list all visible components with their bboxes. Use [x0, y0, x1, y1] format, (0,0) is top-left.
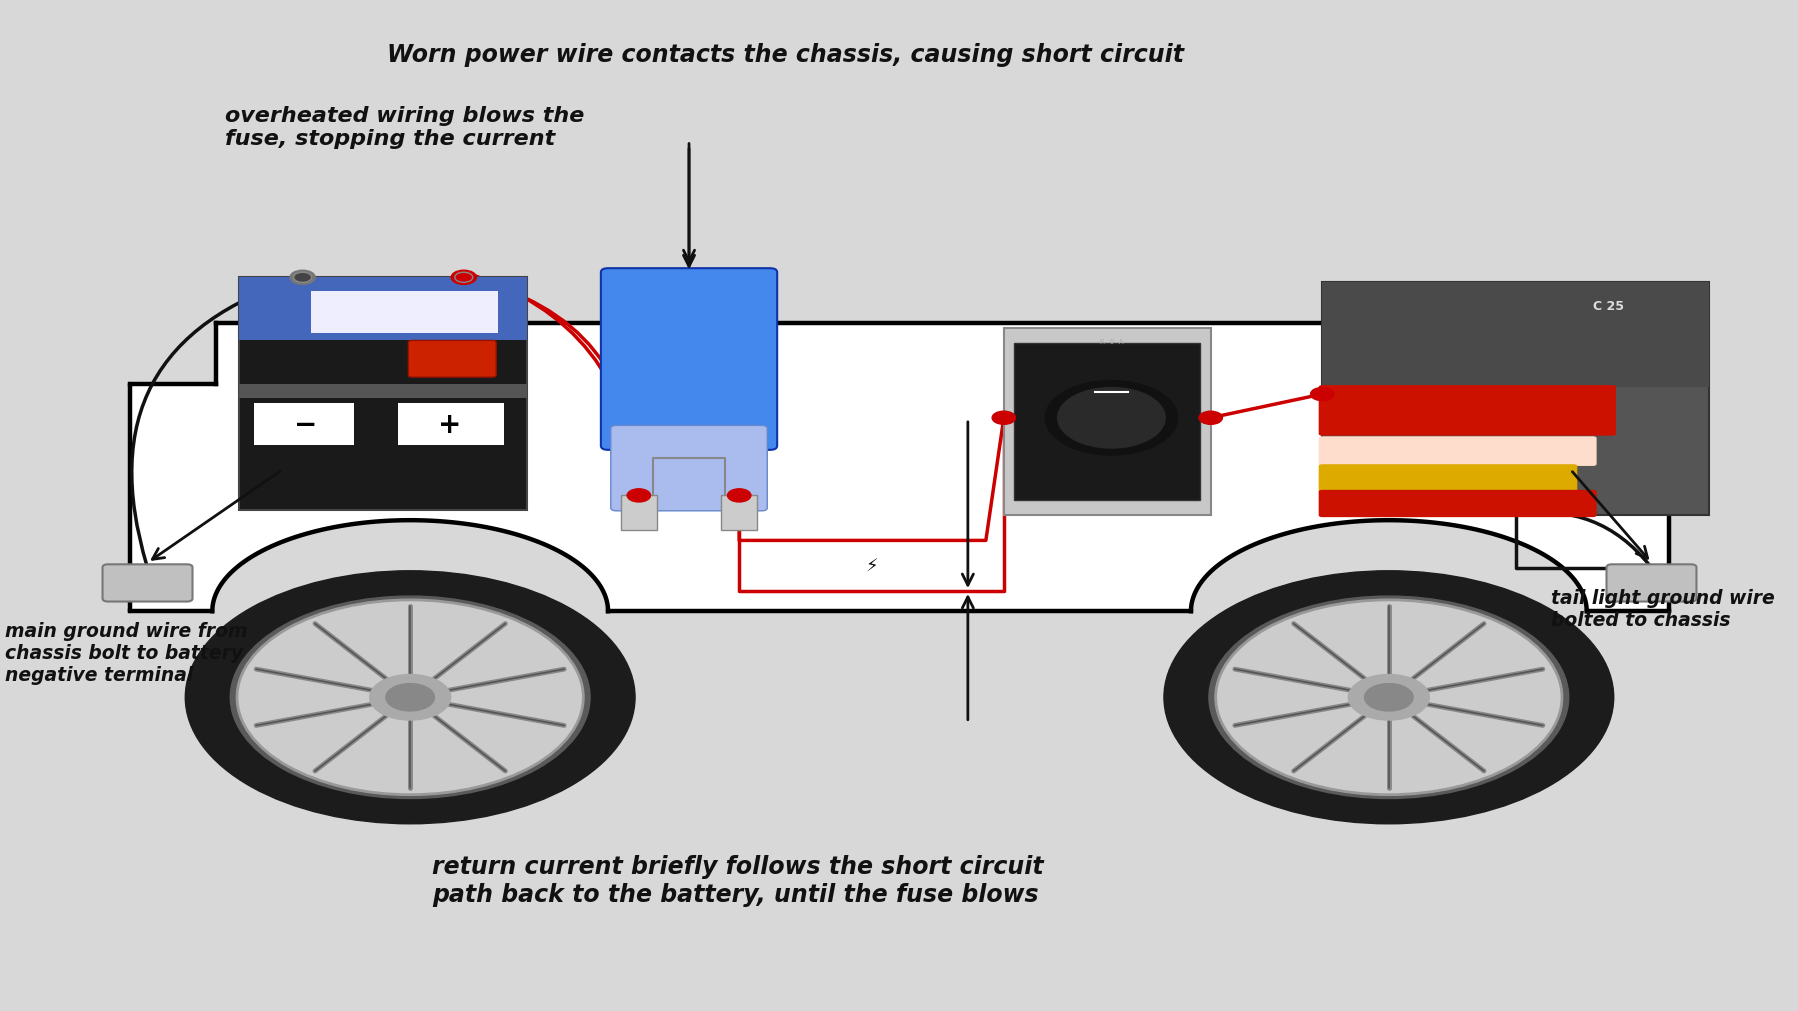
FancyBboxPatch shape [721, 496, 757, 531]
Circle shape [370, 675, 451, 720]
Circle shape [1215, 601, 1561, 795]
Circle shape [1348, 675, 1428, 720]
Text: tail light ground wire
bolted to chassis: tail light ground wire bolted to chassis [1550, 588, 1773, 630]
Text: return current briefly follows the short circuit
path back to the battery, until: return current briefly follows the short… [432, 854, 1043, 906]
Polygon shape [129, 324, 1669, 612]
Circle shape [992, 411, 1016, 425]
FancyBboxPatch shape [1606, 565, 1696, 602]
FancyBboxPatch shape [254, 403, 354, 446]
Circle shape [726, 489, 750, 502]
Text: ⚡: ⚡ [865, 557, 877, 575]
FancyBboxPatch shape [239, 385, 527, 399]
Circle shape [237, 601, 583, 795]
FancyBboxPatch shape [311, 292, 498, 334]
Text: C 25: C 25 [1593, 300, 1624, 312]
Polygon shape [1190, 521, 1586, 662]
FancyBboxPatch shape [1322, 283, 1708, 387]
Circle shape [1365, 683, 1413, 712]
FancyBboxPatch shape [1318, 437, 1597, 466]
FancyBboxPatch shape [620, 496, 656, 531]
Circle shape [1309, 388, 1334, 401]
Circle shape [455, 273, 473, 283]
FancyBboxPatch shape [102, 565, 192, 602]
Circle shape [387, 683, 435, 712]
FancyBboxPatch shape [1322, 283, 1708, 516]
Circle shape [1208, 596, 1568, 799]
FancyBboxPatch shape [1003, 329, 1210, 516]
Circle shape [628, 489, 651, 502]
Text: Worn power wire contacts the chassis, causing short circuit: Worn power wire contacts the chassis, ca… [387, 42, 1183, 67]
FancyBboxPatch shape [239, 278, 527, 511]
FancyBboxPatch shape [1318, 385, 1615, 437]
Text: main ground wire from
chassis bolt to battery
negative terminal: main ground wire from chassis bolt to ba… [5, 622, 248, 684]
Circle shape [230, 596, 590, 799]
Circle shape [293, 273, 311, 283]
FancyBboxPatch shape [611, 426, 768, 512]
Text: −: − [293, 410, 316, 439]
FancyBboxPatch shape [1318, 465, 1577, 494]
Text: P.  0  A: P. 0 A [1099, 339, 1122, 345]
Circle shape [1163, 571, 1613, 824]
FancyBboxPatch shape [601, 269, 777, 451]
Text: overheated wiring blows the
fuse, stopping the current: overheated wiring blows the fuse, stoppi… [225, 106, 584, 150]
FancyBboxPatch shape [1014, 344, 1199, 500]
FancyBboxPatch shape [239, 278, 527, 341]
Circle shape [1057, 388, 1165, 449]
Text: +: + [437, 410, 460, 439]
Circle shape [451, 271, 476, 285]
Circle shape [289, 271, 315, 285]
Circle shape [1045, 381, 1178, 456]
FancyBboxPatch shape [1318, 490, 1597, 518]
FancyBboxPatch shape [397, 403, 503, 446]
Polygon shape [212, 521, 608, 662]
Circle shape [185, 571, 635, 824]
Circle shape [1197, 411, 1223, 425]
FancyBboxPatch shape [408, 341, 496, 378]
